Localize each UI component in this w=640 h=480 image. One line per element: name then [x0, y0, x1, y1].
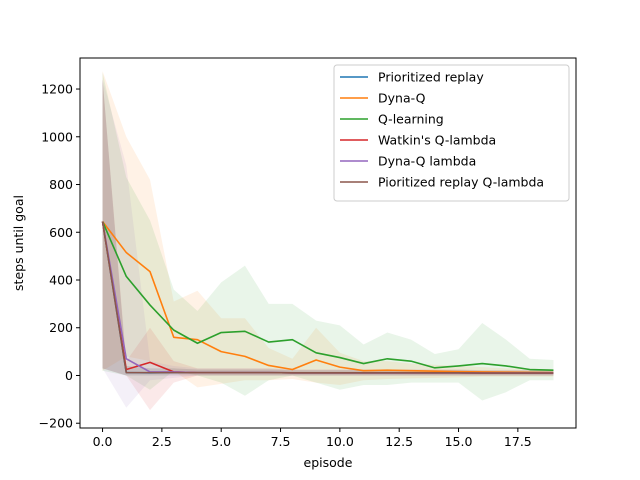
legend-box	[333, 64, 570, 202]
x-tick-label: 0.0	[93, 434, 113, 449]
band-q-learning	[102, 72, 554, 401]
x-tick-label: 10.0	[326, 434, 354, 449]
x-tick-label: 17.5	[504, 434, 532, 449]
x-tick-label: 7.5	[271, 434, 291, 449]
confidence-bands	[102, 71, 554, 411]
band-watkin-s-q-lambda	[102, 79, 554, 411]
axes-frame	[79, 57, 577, 429]
legend-label-watkin-s-q-lambda: Watkin's Q-lambda	[378, 133, 496, 148]
legend-label-dyna-q: Dyna-Q	[378, 91, 426, 106]
y-tick-label: 400	[49, 273, 73, 288]
x-axis-label: episode	[304, 455, 353, 470]
x-tick-label: 12.5	[385, 434, 413, 449]
legend-label-dyna-q-lambda: Dyna-Q lambda	[378, 154, 476, 169]
y-axis-label: steps until goal	[11, 195, 26, 291]
y-tick-label: 600	[49, 225, 73, 240]
line-q-learning	[101, 221, 554, 372]
line-dyna-q	[101, 221, 554, 374]
x-tick-label: 15.0	[445, 434, 473, 449]
y-tick-label: 1000	[41, 129, 73, 144]
y-axis-ticks: −200 0 200 400 600 800 1000 1200	[39, 82, 80, 431]
y-tick-label: 200	[49, 320, 73, 335]
legend-label-prioritized-replay: Prioritized replay	[378, 70, 484, 85]
x-tick-label: 2.5	[152, 434, 172, 449]
x-tick-label: 5.0	[211, 434, 231, 449]
legend-label-pioritized-replay-q-lambda: Pioritized replay Q-lambda	[378, 175, 544, 190]
y-tick-label: 800	[49, 177, 73, 192]
y-tick-label: 0	[65, 368, 73, 383]
line-pioritized-replay-q-lambda	[101, 221, 554, 374]
y-tick-label: −200	[39, 416, 73, 431]
legend-label-q-learning: Q-learning	[378, 112, 444, 127]
band-dyna-q	[102, 71, 554, 388]
series-lines	[101, 221, 554, 374]
legend: Prioritized replay Dyna-Q Q-learning Watkin…	[333, 64, 570, 202]
x-axis-ticks: 0.0 2.5 5.0 7.5 10.0 12.5 15.0 17.5	[93, 428, 532, 449]
band-dyna-q-lambda	[102, 79, 554, 408]
y-tick-label: 1200	[41, 82, 73, 97]
